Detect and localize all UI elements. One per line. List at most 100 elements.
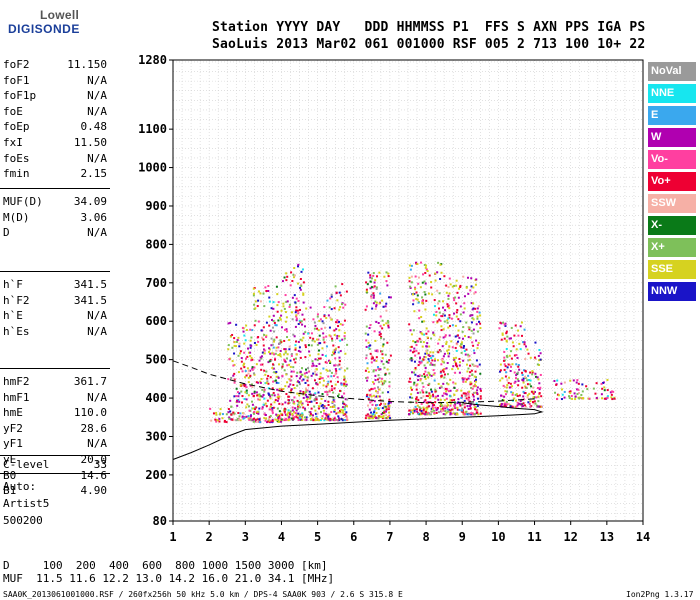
- trace-point: [367, 414, 370, 417]
- trace-point: [471, 363, 474, 366]
- trace-point: [295, 297, 298, 300]
- trace-point: [447, 355, 450, 358]
- trace-point: [437, 351, 440, 354]
- trace-point: [438, 349, 441, 352]
- trace-point: [334, 368, 337, 371]
- trace-point: [381, 319, 384, 322]
- legend-item-e: E: [648, 106, 696, 125]
- trace-point: [455, 389, 458, 392]
- trace-point: [310, 332, 313, 335]
- trace-point: [250, 336, 253, 339]
- trace-point: [315, 373, 318, 376]
- trace-point: [256, 305, 259, 308]
- trace-point: [315, 398, 318, 401]
- trace-point: [298, 377, 301, 380]
- trace-point: [299, 370, 302, 373]
- trace-point: [518, 368, 521, 371]
- trace-point: [427, 358, 430, 361]
- trace-point: [432, 395, 435, 398]
- trace-point: [272, 367, 275, 370]
- trace-point: [338, 335, 341, 338]
- trace-point: [346, 417, 349, 420]
- trace-point: [253, 341, 256, 344]
- trace-point: [424, 399, 427, 402]
- trace-point: [227, 378, 230, 381]
- trace-point: [297, 263, 300, 266]
- trace-point: [385, 414, 388, 417]
- trace-point: [444, 334, 447, 337]
- trace-point: [261, 388, 264, 391]
- trace-point: [338, 409, 341, 412]
- trace-point: [378, 302, 381, 305]
- param-hes: h`Es N/A: [3, 325, 107, 340]
- trace-point: [375, 416, 378, 419]
- trace-point: [373, 359, 376, 362]
- param-value: 20.0: [80, 453, 108, 466]
- trace-point: [449, 283, 452, 286]
- trace-point: [536, 387, 539, 390]
- trace-point: [309, 395, 312, 398]
- trace-point: [251, 386, 254, 389]
- trace-point: [581, 383, 584, 386]
- trace-point: [380, 377, 383, 380]
- trace-point: [528, 379, 531, 382]
- trace-point: [524, 385, 527, 388]
- trace-point: [322, 322, 325, 325]
- trace-point: [317, 349, 320, 352]
- trace-point: [219, 412, 222, 415]
- param-value: N/A: [87, 104, 107, 118]
- trace-point: [538, 392, 541, 395]
- trace-point: [452, 297, 455, 300]
- trace-point: [516, 356, 519, 359]
- param-value: 4.90: [80, 484, 108, 498]
- trace-point: [420, 261, 423, 264]
- trace-point: [269, 415, 272, 418]
- trace-point: [289, 359, 292, 362]
- trace-point: [248, 409, 251, 412]
- trace-point: [238, 392, 241, 395]
- trace-point: [297, 419, 300, 422]
- trace-point: [515, 374, 518, 377]
- trace-point: [295, 306, 298, 309]
- trace-point: [271, 420, 274, 423]
- trace-point: [321, 377, 324, 380]
- trace-point: [469, 405, 472, 408]
- trace-point: [331, 339, 334, 342]
- trace-point: [386, 416, 389, 419]
- trace-point: [286, 275, 289, 278]
- x-tick-label: 1: [169, 530, 176, 544]
- trace-point: [459, 345, 462, 348]
- trace-point: [476, 344, 479, 347]
- trace-point: [457, 318, 460, 321]
- trace-point: [338, 308, 341, 311]
- trace-point: [318, 362, 321, 365]
- trace-point: [432, 409, 435, 412]
- trace-point: [435, 411, 438, 414]
- trace-point: [314, 412, 317, 415]
- trace-point: [382, 323, 385, 326]
- trace-point: [271, 343, 274, 346]
- trace-point: [265, 321, 268, 324]
- trace-point: [518, 342, 521, 345]
- trace-point: [273, 321, 276, 324]
- trace-point: [556, 379, 559, 382]
- trace-point: [378, 395, 381, 398]
- trace-point: [239, 412, 242, 415]
- trace-point: [410, 357, 413, 360]
- trace-point: [331, 389, 334, 392]
- trace-point: [443, 352, 446, 355]
- trace-point: [319, 377, 322, 380]
- trace-point: [409, 358, 412, 361]
- trace-point: [299, 321, 302, 324]
- trace-point: [380, 350, 383, 353]
- trace-point: [499, 379, 502, 382]
- trace-point: [431, 293, 434, 296]
- trace-point: [275, 336, 278, 339]
- trace-point: [535, 404, 538, 407]
- param-label: foEp: [3, 120, 30, 134]
- trace-point: [522, 390, 525, 393]
- trace-point: [369, 280, 372, 283]
- trace-point: [470, 321, 473, 324]
- trace-point: [322, 332, 325, 335]
- trace-point: [386, 319, 389, 322]
